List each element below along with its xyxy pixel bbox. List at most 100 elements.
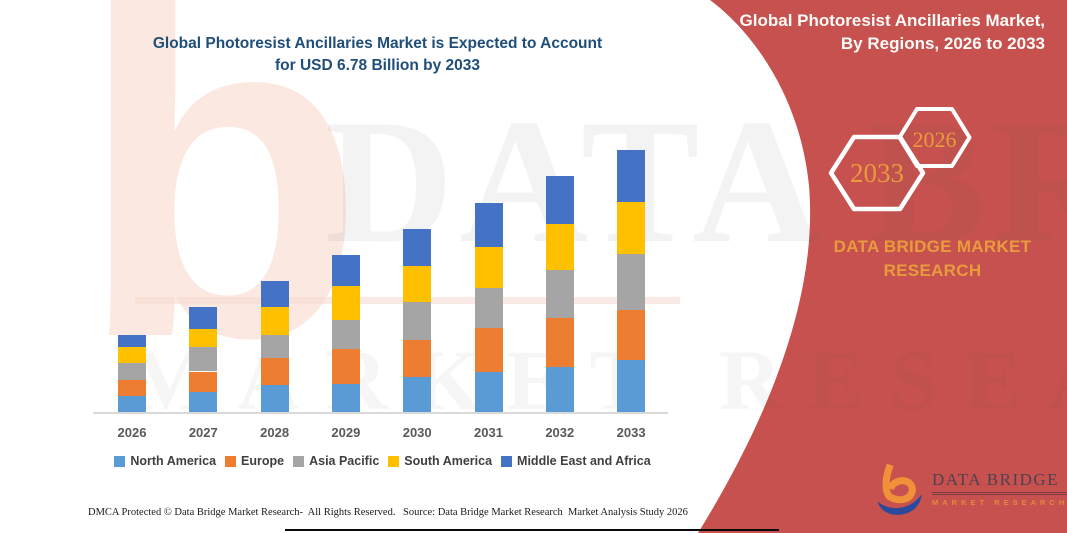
bar-segment [260,357,289,386]
legend-swatch [114,455,126,467]
bar-segment [189,347,218,372]
stacked-bar-2028 [260,280,289,413]
x-axis-label: 2026 [117,425,147,440]
x-axis-label: 2029 [331,425,361,440]
bar-segment [403,376,432,413]
x-axis-label: 2033 [616,425,646,440]
bar-segment [118,334,146,348]
hexagon-label-2026: 2026 [912,127,957,152]
x-axis-line [93,412,668,414]
bar-segment [545,175,574,224]
chart-title-line1: Global Photoresist Ancillaries Market is… [152,35,603,52]
bar-segment [617,359,646,413]
bar-segment [189,307,218,329]
logo-name: DATA BRIDGE [932,470,1067,493]
x-axis-label: 2032 [545,425,575,440]
bar-segment [118,395,146,413]
bar-segment [545,366,574,413]
bar-segment [331,255,360,287]
brand-text-line1: DATA BRIDGE MARKET [833,237,1032,256]
bar-segment [403,229,432,266]
panel-heading: Global Photoresist Ancillaries Market, B… [685,9,1045,55]
x-axis-label: 2028 [260,425,290,440]
chart-title: Global Photoresist Ancillaries Market is… [95,33,660,77]
bar-segment [260,307,289,335]
chart-title-line2: for USD 6.78 Billion by 2033 [274,57,480,74]
bar-segment [474,328,503,372]
bar-segment [474,288,503,329]
bar-segment [118,347,146,363]
legend-item: Europe [225,454,284,468]
logo-subtitle: MARKET RESEARCH [932,498,1067,507]
data-bridge-b-icon [877,463,922,515]
footer-divider-line [285,529,779,531]
bar-segment [403,265,432,303]
hexagon-2033 [828,134,926,212]
bar-segment [189,371,218,393]
bar-segment [474,202,503,247]
legend-label: Middle East and Africa [517,454,651,468]
legend-swatch [501,455,513,467]
legend-swatch [293,455,305,467]
bar-segment [189,392,218,413]
stacked-bar-2029 [331,255,360,413]
logo-underline [932,494,1067,495]
legend-item: Asia Pacific [293,454,379,468]
stacked-bar-2033 [617,149,646,413]
footer-dmca-text: DMCA Protected © Data Bridge Market Rese… [88,507,396,518]
bar-segment [545,270,574,319]
bar-segment [331,349,360,384]
bar-segment [474,246,503,289]
stacked-bar-2032 [545,175,574,413]
x-axis-label: 2030 [402,425,432,440]
bar-segment [260,280,289,308]
stacked-bar-2030 [403,229,432,413]
bar-segment [617,149,646,202]
hexagons-graphic [828,107,972,212]
panel-heading-line2: By Regions, 2026 to 2033 [840,34,1045,53]
bar-segment [545,223,574,271]
legend-label: Asia Pacific [309,454,380,468]
legend-swatch [388,455,400,467]
bar-segment [403,340,432,377]
x-axis-labels: 2026 2027 2028 2029 2030 2031 2032 2033 [93,425,668,443]
bar-segment [260,334,289,358]
stacked-bar-2026 [118,334,146,413]
x-axis-label: 2027 [188,425,218,440]
bar-segment [617,309,646,360]
legend-item: South America [388,454,492,468]
bar-segment [118,380,146,396]
hexagon-2026 [897,107,972,168]
hexagon-label-2033: 2033 [850,158,904,188]
bar-segment [617,201,646,254]
legend-label: North America [130,454,217,468]
bar-segment [331,286,360,320]
x-axis-label: 2031 [474,425,503,440]
legend-label: Europe [241,454,285,468]
panel-heading-line1: Global Photoresist Ancillaries Market, [739,11,1045,30]
bar-segment [331,319,360,350]
plot-area [93,120,668,413]
brand-text-line2: RESEARCH [883,261,982,280]
bar-segment [403,302,432,341]
legend-item: Middle East and Africa [501,454,651,468]
legend-swatch [225,455,237,467]
data-bridge-logo: DATA BRIDGE MARKET RESEARCH [876,460,1067,518]
bar-segment [118,362,146,381]
bar-segment [260,385,289,413]
bar-segment [331,383,360,413]
bar-segment [545,318,574,367]
chart-legend: North America Europe Asia Pacific South Ame… [85,454,680,468]
stacked-bar-2027 [189,307,218,413]
bar-segment [474,371,503,413]
brand-text: DATA BRIDGE MARKET RESEARCH [815,235,1050,283]
bar-segment [189,328,218,348]
legend-label: South America [404,454,493,468]
footer-source-text: Source: Data Bridge Market Research Mark… [403,507,688,518]
logo-wordmark: DATA BRIDGE MARKET RESEARCH [932,470,1067,507]
stacked-bar-2031 [474,202,503,413]
bar-segment [617,253,646,310]
legend-item: North America [114,454,216,468]
